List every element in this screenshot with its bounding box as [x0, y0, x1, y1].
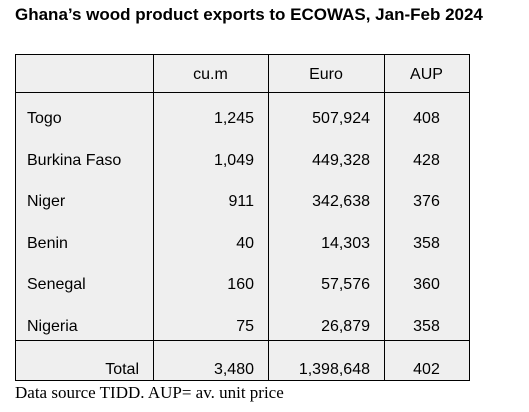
row-label: Niger [27, 193, 66, 211]
column-divider [153, 55, 154, 380]
cell-value: 507,924 [312, 110, 370, 127]
cell-value: 449,328 [312, 151, 370, 169]
column-divider [384, 55, 385, 380]
cell-value: 342,638 [312, 193, 370, 211]
row-label: Benin [27, 234, 68, 252]
footnote: Data source TIDD. AUP= av. unit price [15, 383, 284, 402]
total-label: Total [105, 361, 139, 378]
title: Ghana’s wood product exports to ECOWAS, … [15, 5, 483, 24]
cell-value: 75 [236, 318, 254, 335]
cell-value: 376 [413, 193, 440, 211]
cell-value: 358 [413, 234, 440, 252]
column-divider [268, 55, 269, 380]
table: cu.m Euro AUP Togo 1,245 507,924 408 Burkina Fa… [15, 54, 470, 381]
cell-value: 40 [236, 234, 254, 252]
cell-value: 1,245 [213, 110, 254, 127]
row-label: Nigeria [27, 318, 78, 335]
cell-value: 360 [413, 276, 440, 294]
column-header: Euro [309, 66, 343, 83]
cell-value: 1,049 [213, 151, 254, 169]
cell-value: 428 [413, 151, 440, 169]
row-divider [16, 340, 469, 341]
total-value: 1,398,648 [298, 361, 370, 378]
cell-value: 408 [413, 110, 440, 127]
cell-value: 26,879 [321, 318, 370, 335]
cell-value: 14,303 [321, 234, 370, 252]
column-header: AUP [410, 66, 443, 83]
row-label: Burkina Faso [27, 151, 122, 169]
total-value: 3,480 [213, 361, 254, 378]
cell-value: 160 [227, 276, 254, 294]
row-label: Senegal [27, 276, 86, 294]
cell-value: 57,576 [321, 276, 370, 294]
row-label: Togo [27, 110, 62, 127]
total-value: 402 [413, 361, 440, 378]
cell-value: 911 [228, 193, 254, 211]
cell-value: 358 [413, 318, 440, 335]
column-header: cu.m [193, 66, 228, 83]
row-divider [16, 92, 469, 93]
